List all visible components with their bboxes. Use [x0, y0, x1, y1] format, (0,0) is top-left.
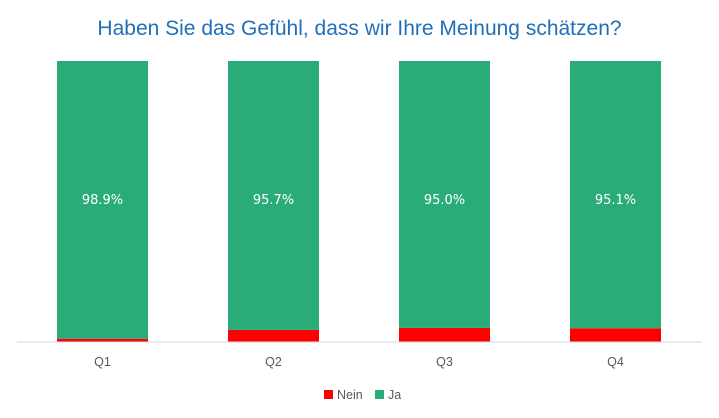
legend-swatch-ja	[375, 390, 384, 399]
legend-swatch-nein	[324, 390, 333, 399]
chart-title: Haben Sie das Gefühl, dass wir Ihre Mein…	[97, 17, 621, 40]
bar-q1-nein	[57, 338, 148, 342]
x-tick-label-q4: Q4	[607, 355, 624, 369]
data-label-q2: 95.7%	[253, 193, 294, 208]
bar-q4-ja	[570, 61, 661, 329]
legend-label-nein: Nein	[337, 388, 363, 402]
bar-q2-ja	[228, 61, 319, 330]
data-label-q4: 95.1%	[595, 193, 636, 208]
data-label-q1: 98.9%	[82, 193, 123, 208]
legend: Nein Ja	[324, 388, 401, 402]
bar-q1-ja	[57, 61, 148, 339]
x-tick-label-q1: Q1	[94, 355, 111, 369]
bar-q3-nein	[399, 327, 490, 342]
bar-q4-nein	[570, 328, 661, 342]
x-tick-label-q2: Q2	[265, 355, 282, 369]
x-tick-labels: Q1 Q2 Q3 Q4	[94, 355, 624, 369]
bar-q3-ja	[399, 61, 490, 328]
bars-group: 98.9% 95.7% 95.0% 95.1%	[57, 61, 661, 342]
data-label-q3: 95.0%	[424, 193, 465, 208]
bar-q2-nein	[228, 329, 319, 342]
x-tick-label-q3: Q3	[436, 355, 453, 369]
legend-label-ja: Ja	[388, 388, 401, 402]
